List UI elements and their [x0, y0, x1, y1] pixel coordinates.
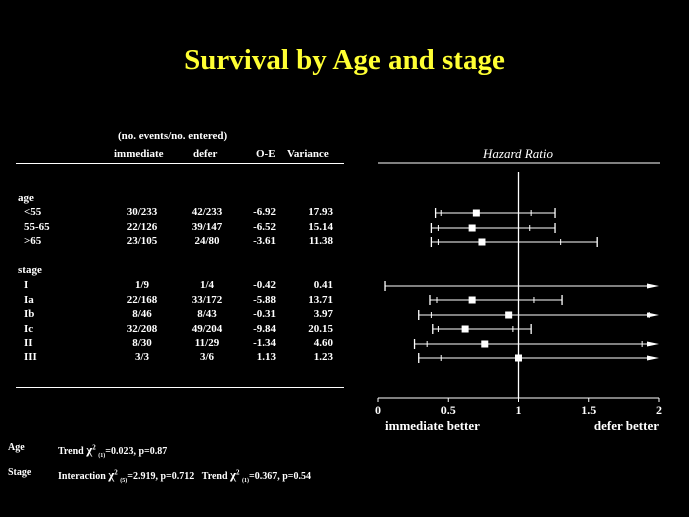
cell-variance: 0.41 — [313, 279, 333, 291]
ci-arrow — [647, 355, 659, 361]
hazard-ratio-title: Hazard Ratio — [482, 146, 553, 161]
interaction-result: =2.919, p=0.712 — [127, 471, 195, 482]
chi-sup: 2 — [92, 443, 96, 452]
cell-defer: 3/6 — [199, 351, 215, 363]
cell-variance: 20.15 — [308, 323, 333, 335]
cell-variance: 1.23 — [313, 351, 333, 363]
row-label: Ib — [24, 308, 35, 320]
x-tick-label: 2 — [656, 403, 662, 417]
chi-df: (1) — [242, 478, 250, 484]
cell-defer: 1/4 — [199, 279, 215, 291]
group-label-age: age — [18, 192, 34, 204]
cell-immediate: 22/126 — [126, 221, 158, 233]
chi-df: (5) — [120, 478, 128, 484]
footnote-age-trend: Trend χ2 (1)=0.023, p=0.87 — [58, 442, 167, 459]
hazard-ratio-point — [481, 340, 489, 348]
row-label: III — [24, 351, 37, 363]
table-bottom-rule — [16, 387, 344, 388]
cell-oe: -0.42 — [253, 279, 276, 291]
row-label: >65 — [24, 235, 42, 247]
cell-variance: 17.93 — [308, 206, 333, 218]
chi-symbol: χ — [108, 467, 115, 482]
cell-oe: -0.31 — [253, 308, 276, 320]
table-subheader: (no. events/no. entered) — [118, 130, 228, 142]
row-label: 55-65 — [24, 221, 50, 233]
cell-defer: 33/172 — [191, 294, 223, 306]
cell-immediate: 8/30 — [132, 337, 152, 349]
chi-sup: 2 — [236, 468, 240, 477]
left-label: immediate better — [385, 418, 480, 433]
cell-variance: 13.71 — [308, 294, 333, 306]
page-title: Survival by Age and stage — [184, 44, 505, 76]
interaction-label: Interaction — [58, 471, 106, 482]
cell-variance: 3.97 — [313, 308, 333, 320]
trend-result: =0.023, p=0.87 — [105, 446, 168, 457]
chi-symbol: χ — [86, 442, 93, 457]
table-top-rule — [16, 163, 344, 164]
chi-df: (1) — [98, 453, 106, 459]
cell-oe: -1.34 — [253, 337, 276, 349]
x-tick-label: 0.5 — [441, 403, 456, 417]
x-tick-label: 0 — [375, 403, 381, 417]
ci-arrow — [647, 341, 659, 347]
cell-defer: 8/43 — [197, 308, 217, 320]
right-label: defer better — [594, 418, 659, 433]
cell-oe: -3.61 — [253, 235, 276, 247]
chi-sup: 2 — [114, 468, 118, 477]
cell-defer: 24/80 — [194, 235, 220, 247]
row-label: II — [24, 337, 33, 349]
group-label-stage: stage — [18, 264, 42, 276]
cell-variance: 11.38 — [308, 235, 333, 247]
trend-label: Trend — [58, 446, 84, 457]
cell-variance: 15.14 — [308, 221, 333, 233]
footnote-stage: Stage Interaction χ2 (5)=2.919, p=0.712 … — [8, 467, 311, 484]
cell-immediate: 3/3 — [134, 351, 150, 363]
row-label: <55 — [24, 206, 42, 218]
x-tick-label: 1.5 — [581, 403, 596, 417]
cell-immediate: 23/105 — [126, 235, 158, 247]
footnote-stage-stats: Interaction χ2 (5)=2.919, p=0.712 Trend … — [58, 467, 311, 484]
cell-defer: 49/204 — [191, 323, 223, 335]
col-header-oe: O-E — [256, 148, 276, 160]
cell-immediate: 1/9 — [134, 279, 150, 291]
footnote-age-label: Age — [8, 442, 25, 453]
x-tick-label: 1 — [516, 403, 522, 417]
chi-symbol: χ — [230, 467, 237, 482]
cell-oe: -6.92 — [253, 206, 276, 218]
footnote-age: Age Trend χ2 (1)=0.023, p=0.87 — [8, 442, 167, 459]
hazard-ratio-point — [468, 296, 476, 304]
hazard-ratio-point — [505, 311, 513, 319]
cell-variance: 4.60 — [313, 337, 333, 349]
cell-oe: 1.13 — [256, 351, 276, 363]
cell-defer: 39/147 — [191, 221, 223, 233]
cell-oe: -5.88 — [253, 294, 276, 306]
footnote-stage-label: Stage — [8, 467, 32, 478]
cell-immediate: 8/46 — [132, 308, 152, 320]
col-header-defer: defer — [193, 148, 218, 160]
cell-immediate: 22/168 — [126, 294, 158, 306]
hazard-ratio-point — [515, 354, 522, 362]
cell-immediate: 30/233 — [126, 206, 158, 218]
hazard-ratio-point — [472, 209, 480, 217]
cell-immediate: 32/208 — [126, 323, 158, 335]
cell-oe: -6.52 — [253, 221, 276, 233]
hazard-ratio-point — [461, 325, 469, 333]
cell-defer: 42/233 — [191, 206, 223, 218]
hazard-ratio-point — [478, 238, 486, 246]
ci-arrow — [647, 283, 659, 289]
row-label: Ia — [24, 294, 34, 306]
row-label: I — [24, 279, 29, 291]
cell-defer: 11/29 — [194, 337, 220, 349]
col-header-immediate: immediate — [114, 148, 164, 160]
row-label: Ic — [24, 323, 34, 335]
trend-label: Trend — [201, 471, 228, 482]
cell-oe: -9.84 — [253, 323, 276, 335]
col-header-variance: Variance — [287, 148, 329, 160]
hazard-ratio-point — [468, 224, 476, 232]
ci-arrow — [647, 312, 659, 318]
trend-result: =0.367, p=0.54 — [249, 471, 311, 482]
